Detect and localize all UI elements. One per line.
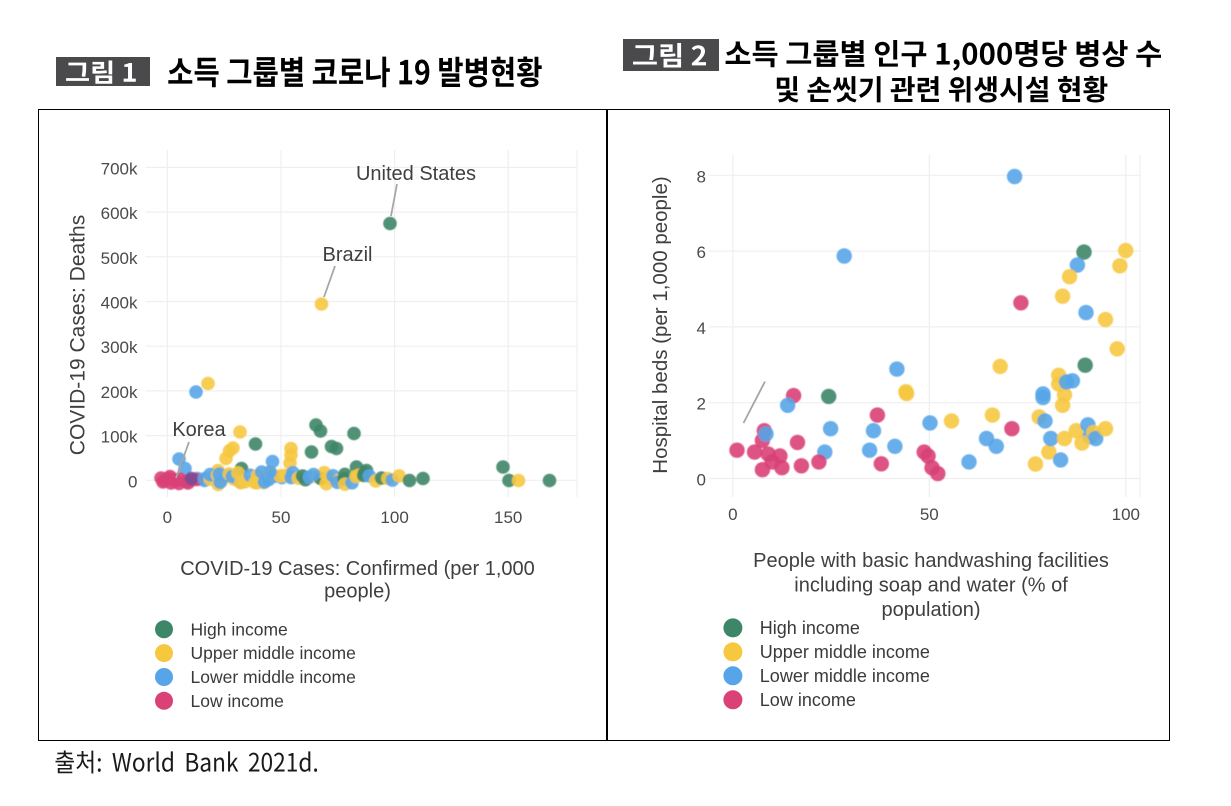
svg-text:Lower middle income: Lower middle income <box>191 667 356 687</box>
svg-text:High income: High income <box>191 619 288 639</box>
svg-text:300k: 300k <box>101 338 138 357</box>
svg-text:6: 6 <box>697 243 706 262</box>
svg-text:50: 50 <box>272 508 291 527</box>
svg-text:Korea: Korea <box>172 419 226 441</box>
svg-text:Upper middle income: Upper middle income <box>760 642 930 662</box>
svg-text:Lower middle income: Lower middle income <box>760 666 930 686</box>
svg-text:50: 50 <box>920 505 939 524</box>
svg-text:High income: High income <box>760 618 860 638</box>
svg-text:Low income: Low income <box>760 690 856 710</box>
svg-text:People with basic handwashing: People with basic handwashing facilities <box>753 550 1109 572</box>
svg-text:8: 8 <box>697 167 706 186</box>
svg-text:Hospital beds (per 1,000 peopl: Hospital beds (per 1,000 people) <box>649 176 672 473</box>
svg-text:0: 0 <box>697 471 706 490</box>
svg-text:COVID-19 Cases: Deaths: COVID-19 Cases: Deaths <box>67 215 90 455</box>
svg-text:Brazil: Brazil <box>322 244 372 266</box>
svg-text:people): people) <box>324 581 391 603</box>
svg-text:population): population) <box>882 599 981 621</box>
svg-text:4: 4 <box>697 319 706 338</box>
svg-text:400k: 400k <box>101 294 138 313</box>
svg-text:COVID-19 Cases: Confirmed (per: COVID-19 Cases: Confirmed (per 1,000 <box>180 558 535 580</box>
svg-text:Low income: Low income <box>191 691 284 711</box>
svg-text:100k: 100k <box>101 428 138 447</box>
svg-text:United States: United States <box>356 163 476 185</box>
svg-text:0: 0 <box>163 508 172 527</box>
svg-text:0: 0 <box>128 472 137 491</box>
svg-text:600k: 600k <box>101 204 138 223</box>
svg-text:including soap and water (% of: including soap and water (% of <box>794 575 1068 597</box>
svg-text:0: 0 <box>728 505 737 524</box>
svg-text:200k: 200k <box>101 383 138 402</box>
svg-text:150: 150 <box>494 508 522 527</box>
svg-text:100: 100 <box>380 508 408 527</box>
svg-text:500k: 500k <box>101 249 138 268</box>
svg-text:2: 2 <box>697 395 706 414</box>
svg-text:Upper middle income: Upper middle income <box>191 643 356 663</box>
svg-text:700k: 700k <box>101 159 138 178</box>
svg-text:100: 100 <box>1112 505 1140 524</box>
